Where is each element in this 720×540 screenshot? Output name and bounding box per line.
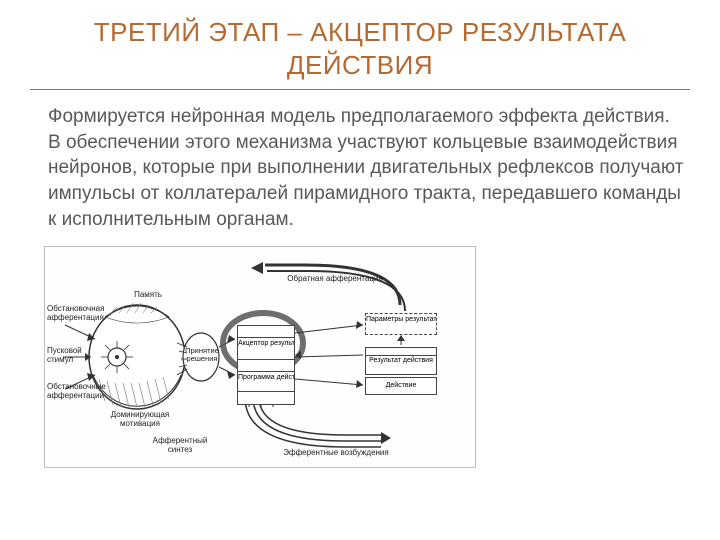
- label-aff-synth: Афферентный синтез: [145, 437, 215, 454]
- acceptor-box-top: [238, 326, 294, 338]
- functional-system-diagram: Акцептор результата действия Программа д…: [44, 246, 476, 468]
- label-pusk: Пусковой стимул: [47, 347, 95, 364]
- action-box: Действие: [365, 377, 437, 395]
- label-memory: Память: [123, 291, 173, 299]
- label-dom: Доминирующая мотивация: [105, 411, 175, 428]
- acceptor-box-mid: [238, 360, 294, 372]
- action-label: Действие: [366, 378, 436, 394]
- slide: ТРЕТИЙ ЭТАП – АКЦЕПТОР РЕЗУЛЬТАТА ДЕЙСТВ…: [0, 0, 720, 540]
- params-box: Параметры результата: [365, 313, 437, 335]
- result-top: [366, 348, 436, 356]
- center-block: Акцептор результата действия Программа д…: [237, 325, 295, 405]
- params-label: Параметры результата: [366, 314, 436, 334]
- label-decision: Принятие решения: [185, 347, 219, 363]
- acceptor-box-label: Акцептор результата действия: [238, 338, 294, 360]
- label-obst-top: Обстановочная афферентация: [47, 305, 105, 322]
- program-box-bottom: [238, 392, 294, 404]
- result-box: Результат действия: [365, 347, 437, 375]
- result-label: Результат действия: [366, 356, 436, 374]
- label-obst-bottom: Обстановочные афферентации: [47, 383, 105, 400]
- label-feedback: Обратная афферентация: [275, 275, 395, 283]
- label-eff: Эфферентные возбуждения: [271, 449, 401, 457]
- slide-body-text: Формируется нейронная модель предполагае…: [30, 104, 690, 232]
- slide-title: ТРЕТИЙ ЭТАП – АКЦЕПТОР РЕЗУЛЬТАТА ДЕЙСТВ…: [30, 12, 690, 90]
- program-box-label: Программа действия: [238, 372, 294, 392]
